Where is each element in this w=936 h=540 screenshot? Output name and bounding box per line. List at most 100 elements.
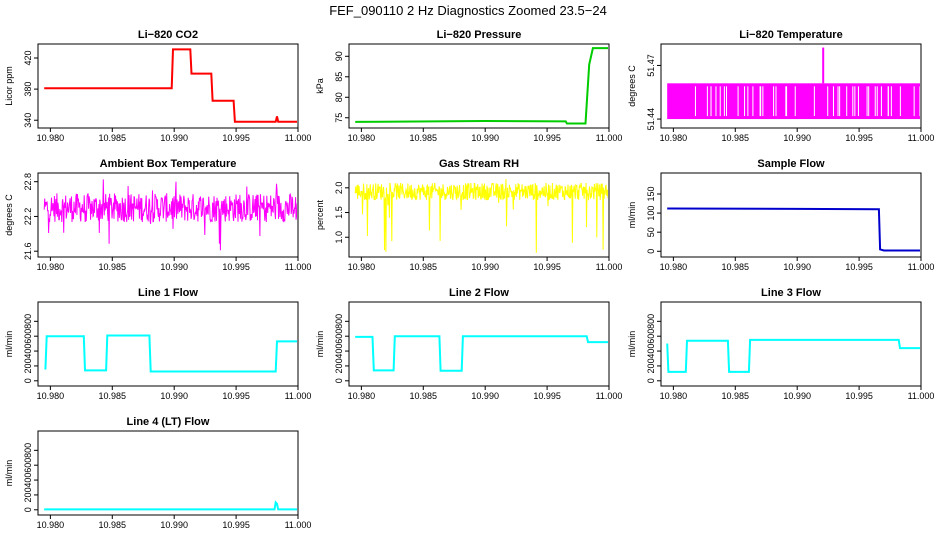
- chart-panel-4: Ambient Box Temperature 10.980 10.985 10.99…: [4, 158, 311, 272]
- x-tick-label: 10.980: [37, 391, 65, 401]
- x-tick-label: 10.985: [410, 262, 438, 272]
- series-line: [44, 334, 297, 373]
- data-layer: [355, 335, 608, 372]
- chart-panel-2: Li−820 Pressure 10.980 10.985 10.990 10.995 1…: [315, 29, 622, 143]
- series-line: [43, 179, 297, 251]
- y-tick-label: 22.2: [23, 208, 33, 226]
- y-tick-label: 51.47: [646, 54, 656, 77]
- chart-panel-1: Li−820 CO2 10.980 10.985 10.990 10.995 11.000…: [4, 29, 311, 143]
- x-tick-label: 10.985: [722, 262, 750, 272]
- chart-panel-7: Line 1 Flow 10.980 10.985 10.990 10.995 11.00…: [4, 287, 311, 401]
- x-tick-label: 10.985: [99, 391, 127, 401]
- y-tick-label: 600: [334, 329, 344, 344]
- y-tick-label: 200: [334, 358, 344, 373]
- series-line: [355, 335, 608, 372]
- panel-title: Li−820 CO2: [138, 29, 198, 41]
- y-tick-label: 420: [23, 50, 33, 65]
- y-tick-label: 22.8: [23, 173, 33, 191]
- x-tick-label: 10.990: [471, 391, 499, 401]
- x-tick-label: 10.980: [660, 262, 688, 272]
- y-tick-label: 800: [334, 314, 344, 329]
- x-tick-label: 10.990: [471, 262, 499, 272]
- plot-frame: [348, 43, 610, 129]
- x-tick-label: 10.985: [99, 133, 127, 143]
- x-tick-label: 10.990: [160, 133, 188, 143]
- series-band: [667, 83, 920, 120]
- y-tick-label: 800: [646, 314, 656, 329]
- plot-frame: [348, 172, 610, 258]
- series-line: [354, 178, 608, 253]
- y-tick-label: 400: [23, 344, 33, 359]
- data-layer: [44, 334, 297, 373]
- plot-frame: [37, 43, 299, 129]
- y-axis-label: degrees C: [4, 194, 14, 236]
- y-tick-label: 0: [334, 378, 344, 383]
- x-tick-label: 11.000: [285, 520, 312, 530]
- x-tick-label: 10.985: [410, 391, 438, 401]
- plot-frame: [660, 172, 922, 258]
- panels: Li−820 CO2 10.980 10.985 10.990 10.995 11.000…: [4, 29, 934, 530]
- chart-panel-10: Line 4 (LT) Flow 10.980 10.985 10.990 10.995…: [4, 416, 311, 530]
- x-tick-label: 10.995: [845, 133, 873, 143]
- y-axis-label: ml/min: [315, 331, 325, 358]
- y-tick-label: 400: [23, 473, 33, 488]
- chart-panel-8: Line 2 Flow 10.980 10.985 10.990 10.995 11.00…: [315, 287, 622, 401]
- x-tick-label: 10.995: [845, 262, 873, 272]
- y-tick-label: 90: [334, 51, 344, 61]
- x-tick-label: 11.000: [285, 133, 312, 143]
- y-axis-label: ml/min: [627, 202, 637, 229]
- plot-frame: [37, 172, 299, 258]
- series-line: [44, 48, 297, 123]
- x-tick-label: 10.995: [222, 391, 250, 401]
- y-tick-label: 380: [23, 82, 33, 97]
- y-tick-label: 51.44: [646, 108, 656, 131]
- panel-title: Line 3 Flow: [761, 287, 821, 299]
- x-tick-label: 10.980: [348, 262, 376, 272]
- x-tick-label: 10.995: [845, 391, 873, 401]
- x-tick-label: 10.980: [37, 520, 65, 530]
- y-axis-label: ml/min: [4, 460, 14, 487]
- x-tick-label: 10.980: [660, 133, 688, 143]
- y-tick-label: 800: [23, 443, 33, 458]
- y-axis-label: ml/min: [4, 331, 14, 358]
- panel-title: Gas Stream RH: [439, 158, 519, 170]
- chart-panel-5: Gas Stream RH 10.980 10.985 10.990 10.995 11.…: [315, 158, 622, 272]
- y-axis-label: degrees C: [627, 65, 637, 107]
- x-tick-label: 11.000: [908, 262, 935, 272]
- x-tick-label: 10.990: [783, 262, 811, 272]
- y-tick-label: 100: [646, 206, 656, 221]
- x-tick-label: 10.980: [660, 391, 688, 401]
- y-tick-label: 400: [334, 344, 344, 359]
- y-tick-label: 800: [23, 314, 33, 329]
- x-tick-label: 10.985: [99, 262, 127, 272]
- y-tick-label: 1.0: [334, 231, 344, 244]
- x-tick-label: 10.985: [99, 520, 127, 530]
- x-tick-label: 10.980: [37, 133, 65, 143]
- data-layer: [44, 48, 297, 123]
- y-axis-label: kPa: [315, 78, 325, 94]
- y-tick-label: 200: [23, 358, 33, 373]
- y-tick-label: 50: [646, 227, 656, 237]
- y-tick-label: 2.0: [334, 182, 344, 195]
- x-tick-label: 10.990: [160, 520, 188, 530]
- y-tick-label: 150: [646, 186, 656, 201]
- chart-panel-6: Sample Flow 10.980 10.985 10.990 10.995 11.00…: [627, 158, 934, 272]
- y-tick-label: 0: [646, 378, 656, 383]
- y-tick-label: 200: [646, 358, 656, 373]
- figure-title: FEF_090110 2 Hz Diagnostics Zoomed 23.5−…: [329, 3, 607, 18]
- x-tick-label: 11.000: [596, 262, 623, 272]
- x-tick-label: 11.000: [285, 262, 312, 272]
- data-layer: [44, 500, 297, 511]
- x-tick-label: 10.990: [471, 133, 499, 143]
- x-tick-label: 10.995: [533, 133, 561, 143]
- panel-title: Li−820 Temperature: [739, 29, 842, 41]
- x-tick-label: 10.990: [783, 133, 811, 143]
- y-tick-label: 0: [23, 507, 33, 512]
- chart-panel-9: Line 3 Flow 10.980 10.985 10.990 10.995 11.00…: [627, 287, 934, 401]
- series-line: [667, 207, 920, 252]
- y-tick-label: 21.6: [23, 242, 33, 260]
- x-tick-label: 11.000: [285, 391, 312, 401]
- panel-title: Sample Flow: [757, 158, 825, 170]
- data-layer: [355, 47, 608, 125]
